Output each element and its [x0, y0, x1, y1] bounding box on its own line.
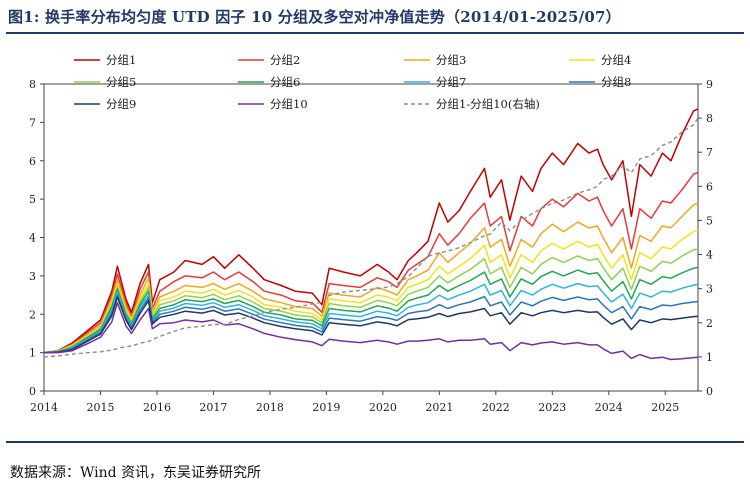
y-tick-label: 0	[29, 385, 36, 398]
legend: 分组1 分组2 分组3 分组4 分组5 分组6 分组7 分组8 分组9 分组10 分组1-分组10(…	[74, 53, 631, 111]
x-tick-label: 2023	[538, 401, 566, 414]
y2-tick-label: 7	[706, 146, 713, 159]
y-tick-label: 4	[29, 232, 36, 245]
legend-label: 分组3	[436, 53, 466, 67]
y2-tick-label: 1	[706, 351, 713, 364]
series-line-4	[43, 229, 699, 354]
legend-item-10: 分组10	[238, 97, 308, 111]
y-tick-label: 8	[29, 78, 36, 91]
legend-item-9: 分组9	[74, 97, 136, 111]
series-line-3	[43, 202, 699, 354]
y2-tick-label: 6	[706, 180, 713, 193]
y2-tick-label: 5	[706, 214, 713, 227]
x-tick-label: 2015	[86, 401, 114, 414]
y-tick-label: 3	[29, 270, 36, 283]
legend-label: 分组1	[106, 53, 136, 67]
x-tick-label: 2017	[199, 401, 227, 414]
legend-item-2: 分组2	[238, 53, 300, 67]
source-note: 数据来源：Wind 资讯，东吴证券研究所	[10, 465, 262, 481]
legend-item-11: 分组1-分组10(右轴)	[404, 97, 540, 111]
legend-label: 分组10	[270, 97, 308, 111]
legend-item-4: 分组4	[569, 53, 631, 67]
title-bar: 图1: 换手率分布均匀度 UTD 因子 10 分组及多空对冲净值走势（2014/…	[6, 0, 744, 34]
plot-frame	[43, 83, 699, 392]
y-tick-label: 5	[29, 193, 36, 206]
series-line-5	[43, 248, 699, 354]
x-tick-label: 2021	[425, 401, 453, 414]
y2-tick-label: 0	[706, 385, 713, 398]
legend-item-7: 分组7	[404, 75, 466, 89]
legend-label: 分组7	[436, 75, 466, 89]
legend-label: 分组4	[601, 53, 631, 67]
x-tick-label: 2024	[595, 401, 623, 414]
legend-item-8: 分组8	[569, 75, 631, 89]
series-line-9	[43, 296, 699, 354]
axes-layer: 0 1 2 3 4 5 6 7 8 0 1 2 3 4 5 6 7 8 9 2014 2015 2016 2017 2018 2…	[29, 78, 713, 414]
x-tick-label: 2016	[143, 401, 171, 414]
x-tick-label: 2022	[482, 401, 510, 414]
legend-label: 分组5	[106, 75, 136, 89]
series-line-2	[43, 171, 699, 354]
series-line-7	[43, 282, 699, 354]
y-tick-label: 1	[29, 347, 36, 360]
chart-container: 0 1 2 3 4 5 6 7 8 0 1 2 3 4 5 6 7 8 9 2014 2015 2016 2017 2018 2…	[6, 36, 744, 426]
x-tick-label: 2018	[256, 401, 284, 414]
x-tick-label: 2014	[30, 401, 58, 414]
legend-item-5: 分组5	[74, 75, 136, 89]
y2-tick-label: 4	[706, 249, 713, 262]
line-chart: 0 1 2 3 4 5 6 7 8 0 1 2 3 4 5 6 7 8 9 2014 2015 2016 2017 2018 2…	[29, 53, 713, 414]
x-tick-label: 2020	[369, 401, 397, 414]
y-tick-label: 6	[29, 155, 36, 168]
bottom-rule	[6, 441, 744, 443]
y-tick-label: 7	[29, 116, 36, 129]
series-line-6	[43, 266, 699, 354]
x-tick-label: 2025	[651, 401, 679, 414]
legend-label: 分组1-分组10(右轴)	[436, 97, 540, 111]
y2-tick-label: 3	[706, 283, 713, 296]
series-line-8	[43, 294, 699, 354]
legend-label: 分组6	[270, 75, 300, 89]
series-layer	[43, 108, 699, 361]
y2-tick-label: 8	[706, 112, 713, 125]
legend-item-6: 分组6	[238, 75, 300, 89]
legend-label: 分组2	[270, 53, 300, 67]
figure-title: 图1: 换手率分布均匀度 UTD 因子 10 分组及多空对冲净值走势（2014/…	[8, 8, 621, 26]
y2-tick-label: 2	[706, 317, 713, 330]
legend-label: 分组9	[106, 97, 136, 111]
legend-label: 分组8	[601, 75, 631, 89]
legend-item-3: 分组3	[404, 53, 466, 67]
series-line-11	[43, 117, 699, 358]
series-line-1	[43, 108, 699, 354]
x-tick-label: 2019	[312, 401, 340, 414]
series-line-10	[44, 301, 699, 361]
y-tick-label: 2	[29, 308, 36, 321]
y2-tick-label: 9	[706, 78, 713, 91]
legend-item-1: 分组1	[74, 53, 136, 67]
